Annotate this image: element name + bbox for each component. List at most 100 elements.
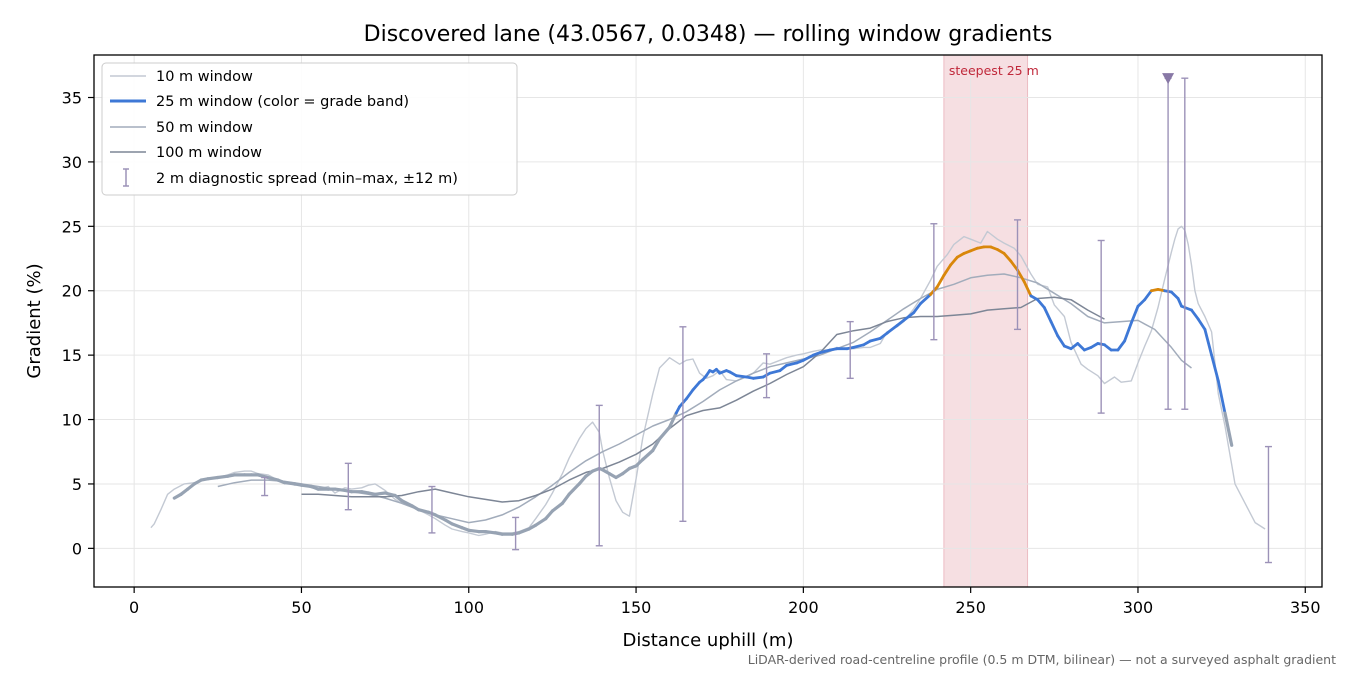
y-tick-label: 30	[62, 153, 82, 172]
series-25m-segment	[534, 517, 548, 527]
legend-label-10m: 10 m window	[156, 69, 253, 85]
series-25m-segment	[1210, 353, 1220, 383]
series-25m-segment	[768, 369, 782, 375]
footnote: LiDAR-derived road-centreline profile (0…	[748, 652, 1336, 667]
spread-errorbar	[846, 320, 854, 380]
x-axis-label: Distance uphill (m)	[623, 630, 794, 651]
series-25m-segment	[1042, 306, 1053, 324]
legend: 10 m window 25 m window (color = grade b…	[101, 62, 518, 196]
series-100m-line	[301, 296, 1105, 503]
x-tick-label: 300	[1123, 598, 1154, 617]
series-25m-segment	[450, 522, 464, 530]
spread-errorbar	[679, 326, 687, 523]
spread-errorbar	[763, 353, 771, 399]
series-layer	[150, 77, 1272, 564]
y-axis-label: Gradient (%)	[24, 263, 45, 378]
series-25m-segment	[1036, 298, 1046, 309]
series-25m-segment	[949, 255, 959, 267]
x-tick-label: 50	[291, 598, 311, 617]
axis-ticks: 0 50 100 150 200 250 300 350 0 5 10 15 20 25 30 35	[62, 89, 1321, 617]
series-25m-segment	[651, 437, 662, 453]
series-25m-segment	[684, 388, 695, 401]
series-25m-segment	[283, 481, 297, 486]
series-25m-segment	[802, 353, 815, 362]
series-25m-segment	[1049, 320, 1060, 338]
series-25m-segment	[912, 302, 922, 315]
legend-label-spread: 2 m diagnostic spread (min–max, ±12 m)	[156, 171, 458, 187]
series-25m-segment	[1123, 321, 1133, 343]
x-tick-label: 150	[621, 598, 652, 617]
y-tick-label: 20	[62, 282, 82, 301]
spread-errorbar	[344, 462, 352, 511]
series-25m-segment	[417, 508, 431, 514]
series-25m-segment	[467, 528, 481, 534]
series-25m-segment	[818, 348, 832, 355]
series-25m-segment	[935, 273, 946, 289]
series-25m-segment	[1143, 289, 1153, 302]
series-25m-segment	[1022, 280, 1033, 298]
series-25m-segment	[1116, 339, 1126, 352]
series-25m-segment	[1129, 304, 1140, 325]
series-25m-segment	[885, 324, 899, 335]
x-tick-label: 350	[1290, 598, 1321, 617]
series-25m-segment	[1196, 317, 1207, 331]
legend-label-100m: 100 m window	[156, 145, 262, 161]
legend-swatch-spread	[123, 168, 129, 187]
spread-errorbar	[428, 485, 436, 534]
series-25m-segment	[1009, 259, 1019, 272]
x-tick-label: 0	[129, 598, 139, 617]
series-25m-segment	[433, 513, 447, 522]
y-tick-label: 25	[62, 217, 82, 236]
series-25m-segment	[657, 425, 672, 441]
series-25m-segment	[919, 293, 932, 306]
series-25m-segment	[735, 374, 748, 379]
series-25m-segment	[560, 492, 571, 505]
x-tick-label: 200	[788, 598, 819, 617]
series-25m-segment	[266, 475, 280, 482]
series-25m-segment	[1002, 251, 1013, 263]
series-25m-segment	[299, 483, 314, 489]
plot-frame	[93, 54, 1323, 588]
series-25m-segment	[778, 363, 788, 373]
series-25m-segment	[1190, 308, 1200, 321]
series-25m-segment	[383, 491, 397, 498]
spread-errorbar	[1264, 445, 1272, 564]
series-25m-segment	[1103, 343, 1113, 352]
series-25m-segment	[517, 527, 531, 535]
series-25m-segment	[400, 499, 414, 508]
marker-layer	[1162, 73, 1175, 85]
series-25m-segment	[1216, 379, 1227, 415]
chart-title: Discovered lane (43.0567, 0.0348) — roll…	[364, 22, 1053, 47]
series-25m-segment	[641, 448, 655, 462]
x-tick-label: 100	[453, 598, 484, 617]
steepest-highlight-band	[943, 54, 1029, 588]
legend-label-50m: 50 m window	[156, 120, 253, 136]
series-25m-segment	[751, 375, 765, 380]
series-25m-segment	[852, 343, 865, 349]
y-tick-label: 0	[72, 539, 82, 558]
series-25m-segment	[216, 474, 230, 480]
series-25m-segment	[1136, 298, 1147, 308]
spread-errorbar	[1014, 219, 1022, 331]
spread-errorbar	[1097, 239, 1105, 414]
x-tick-label: 250	[955, 598, 986, 617]
y-tick-label: 35	[62, 89, 82, 108]
series-25m-segment	[902, 311, 916, 322]
series-25m-segment	[544, 509, 555, 521]
highlight-label: steepest 25 m	[949, 63, 1039, 78]
series-25m-segment	[1203, 327, 1213, 357]
series-25m-segment	[868, 336, 882, 343]
series-25m-segment	[550, 501, 565, 513]
spread-errorbar	[261, 476, 269, 497]
spread-errorbar	[512, 516, 520, 551]
series-25m-segment	[878, 331, 889, 340]
series-25m-segment	[1223, 411, 1234, 447]
series-25m-segment	[1170, 290, 1180, 300]
series-25m-segment	[1069, 342, 1080, 351]
spread-errorbar	[595, 404, 603, 547]
y-tick-label: 5	[72, 475, 82, 494]
series-10m-line	[150, 225, 1266, 537]
spread-errorbar	[930, 223, 938, 341]
series-25m-segment	[577, 474, 588, 486]
y-tick-label: 15	[62, 346, 82, 365]
